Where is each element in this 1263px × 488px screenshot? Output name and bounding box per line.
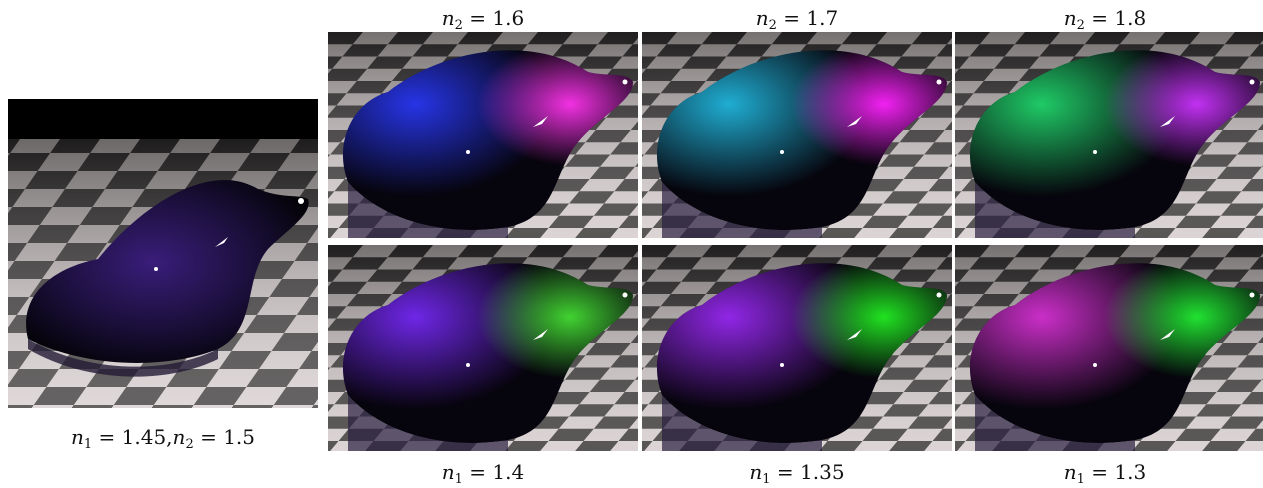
render-image: [642, 245, 952, 451]
render-image: [642, 32, 952, 238]
caption-top-2: n2 = 1.7: [755, 6, 839, 33]
top-render-panel-1: [328, 32, 638, 238]
main-render-image: [8, 99, 318, 408]
render-image: [328, 245, 638, 451]
render-image: [955, 245, 1263, 451]
top-render-panel-2: [642, 32, 952, 238]
render-image: [955, 32, 1263, 238]
bottom-render-panel-1: [328, 245, 638, 451]
caption-bottom-3: n1 = 1.3: [1063, 460, 1147, 487]
main-caption: n1 = 1.45,n2 = 1.5: [71, 425, 255, 452]
caption-top-3: n2 = 1.8: [1063, 6, 1147, 33]
render-image: [328, 32, 638, 238]
top-render-panel-3: [955, 32, 1263, 238]
caption-top-1: n2 = 1.6: [441, 6, 525, 33]
caption-bottom-1: n1 = 1.4: [441, 460, 525, 487]
bottom-render-panel-2: [642, 245, 952, 451]
bottom-render-panel-3: [955, 245, 1263, 451]
main-render-panel: [8, 99, 318, 408]
caption-bottom-2: n1 = 1.35: [749, 460, 845, 487]
